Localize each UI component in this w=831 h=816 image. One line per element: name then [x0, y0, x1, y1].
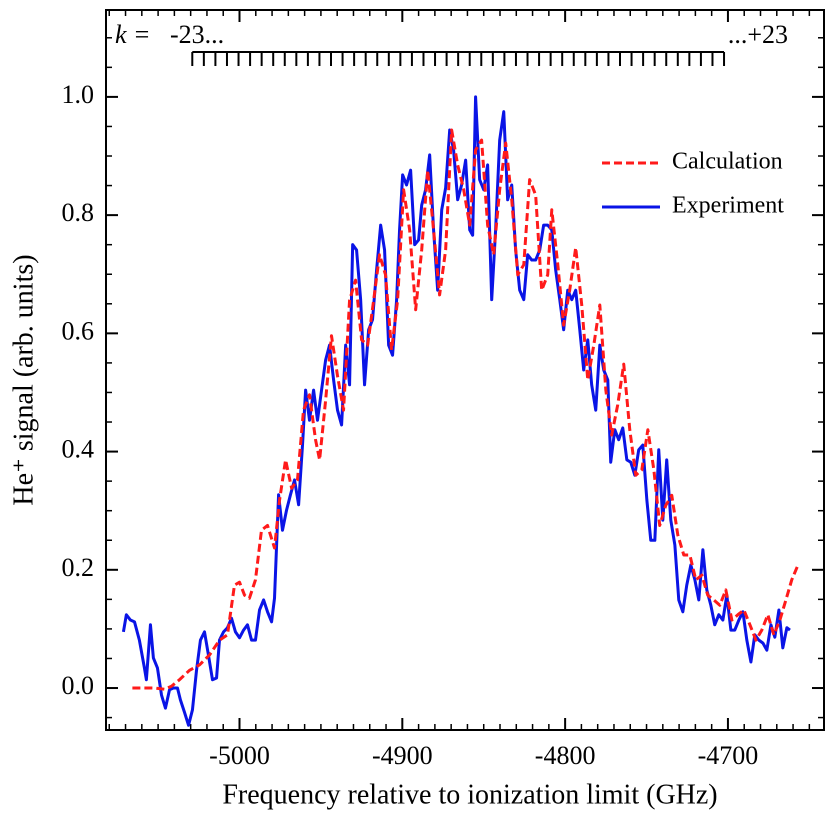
y-tick-label: 0.4: [62, 435, 95, 464]
plot-frame: [105, 9, 825, 731]
x-tick-label: -4800: [535, 741, 596, 770]
k-label: k =: [115, 20, 151, 49]
y-tick-label: 0.8: [62, 198, 95, 227]
y-tick-label: 0.0: [62, 671, 95, 700]
x-tick-label: -4700: [698, 741, 759, 770]
x-tick-label: -5000: [209, 741, 270, 770]
k-start-label: -23...: [170, 20, 224, 49]
x-axis-label: Frequency relative to ionization limit (…: [222, 779, 717, 810]
series-line: [121, 95, 791, 727]
plot-area: [121, 95, 800, 727]
series-line: [132, 128, 800, 691]
y-tick-label: 1.0: [62, 80, 95, 109]
legend-label: Calculation: [672, 149, 783, 175]
y-tick-label: 0.6: [62, 316, 95, 345]
y-axis-label: He⁺ signal (arb. units): [8, 254, 39, 505]
k-end-label: ...+23: [728, 20, 788, 49]
y-tick-label: 0.2: [62, 553, 95, 582]
legend-label: Experiment: [672, 193, 784, 219]
x-tick-label: -4900: [372, 741, 433, 770]
